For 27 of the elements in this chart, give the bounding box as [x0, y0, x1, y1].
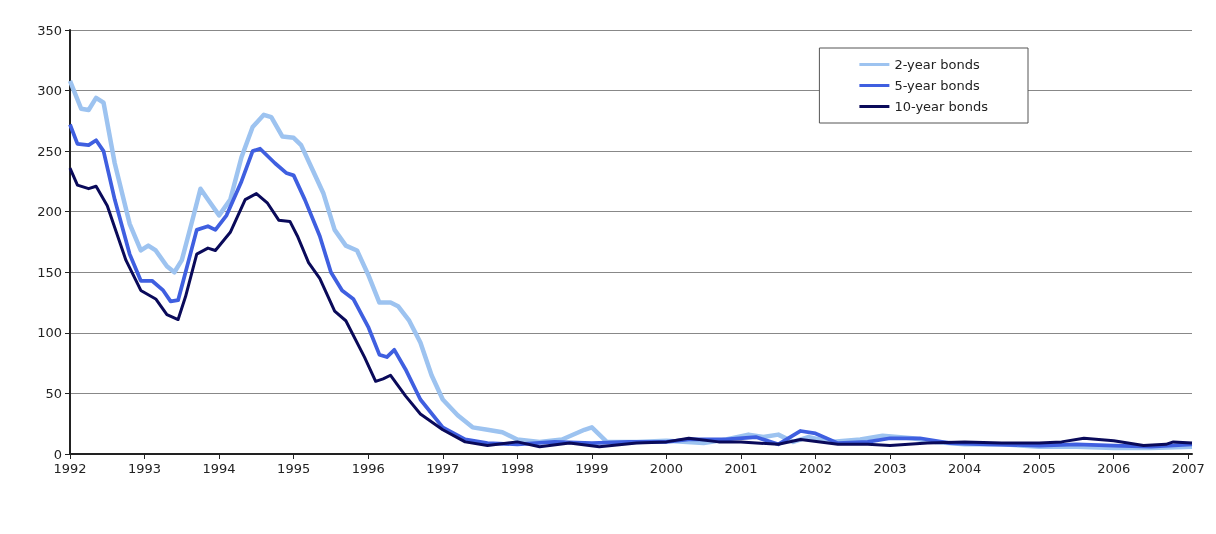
x-tick-label: 2001 — [724, 461, 758, 476]
x-tick-label: 1998 — [500, 461, 534, 476]
x-tick-label: 1996 — [351, 461, 385, 476]
x-tick-label: 2003 — [873, 461, 907, 476]
y-tick-label: 250 — [37, 143, 62, 159]
x-tick-label: 2005 — [1022, 461, 1056, 476]
x-tick-label: 1994 — [202, 461, 236, 476]
x-tick-label: 2000 — [649, 461, 683, 476]
x-tick-label: 2007 — [1171, 461, 1205, 476]
x-tick-label: 1999 — [575, 461, 609, 476]
y-tick-label: 0 — [53, 446, 62, 462]
x-tick-label: 2002 — [798, 461, 833, 476]
y-tick-label: 100 — [37, 325, 62, 341]
y-tick-label: 50 — [45, 385, 62, 401]
y-tick-label: 150 — [37, 264, 62, 280]
x-tick-label: 1992 — [53, 461, 87, 476]
legend-label: 2-year bonds — [894, 57, 980, 72]
legend-label: 10-year bonds — [894, 99, 989, 114]
y-tick-label: 350 — [37, 22, 62, 38]
legend-label: 5-year bonds — [894, 78, 980, 93]
x-tick-label: 1993 — [128, 461, 162, 476]
y-tick-label: 200 — [37, 204, 62, 220]
x-tick-label: 2006 — [1097, 461, 1131, 476]
x-tick-label: 1997 — [426, 461, 460, 476]
y-tick-label: 300 — [37, 83, 62, 99]
x-tick-label: 1995 — [277, 461, 311, 476]
x-tick-label: 2004 — [948, 461, 982, 476]
